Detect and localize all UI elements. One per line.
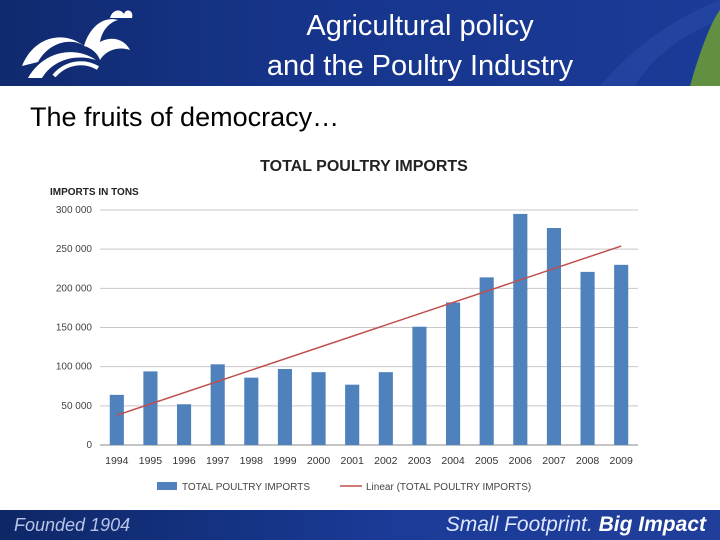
y-tick-label: 150 000 <box>56 323 93 334</box>
x-tick-label: 2008 <box>576 455 600 467</box>
legend-label-trendline: Linear (TOTAL POULTRY IMPORTS) <box>366 482 531 493</box>
y-axis-label: IMPORTS IN TONS <box>50 187 139 198</box>
bar-1997 <box>210 364 225 445</box>
legend-label-bars: TOTAL POULTRY IMPORTS <box>182 482 310 493</box>
x-tick-label: 2003 <box>408 455 432 467</box>
bar-1999 <box>277 369 292 445</box>
legend-swatch-bars <box>157 482 177 490</box>
slide-footer: Founded 1904 Small Footprint. Big Impact <box>0 510 720 540</box>
x-tick-label: 2004 <box>441 455 465 467</box>
x-tick-label: 2007 <box>542 455 566 467</box>
chart-title: TOTAL POULTRY IMPORTS <box>260 158 468 175</box>
x-tick-label: 2005 <box>475 455 499 467</box>
poultry-imports-chart: TOTAL POULTRY IMPORTS IMPORTS IN TONS 0 50 … <box>50 158 638 493</box>
bar-2007 <box>546 228 561 445</box>
footer-tagline-normal: Small Footprint. <box>445 513 593 536</box>
y-tick-label: 0 <box>86 440 92 451</box>
x-tick-label: 2000 <box>307 455 331 467</box>
title-line-2: and the Poultry Industry <box>266 50 574 82</box>
y-tick-label: 250 000 <box>56 244 93 255</box>
bar-2009 <box>614 264 629 445</box>
x-tick-label: 1997 <box>206 455 230 467</box>
bar-2004 <box>446 302 461 445</box>
x-tick-label: 2006 <box>509 455 533 467</box>
bar-1995 <box>143 371 158 445</box>
y-tick-label: 200 000 <box>56 283 93 294</box>
bar-2002 <box>378 372 393 445</box>
footer-tagline: Small Footprint. Big Impact <box>446 513 706 537</box>
rooster-logo-icon <box>22 10 133 78</box>
bar-1994 <box>109 394 124 445</box>
y-tick-label: 100 000 <box>56 362 93 373</box>
x-tick-label: 1999 <box>273 455 297 467</box>
title-line-1: Agricultural policy <box>306 10 534 42</box>
bar-2001 <box>345 384 360 445</box>
bar-2000 <box>311 372 326 445</box>
bar-2006 <box>513 213 528 445</box>
bar-2003 <box>412 326 427 445</box>
bar-2008 <box>580 271 595 445</box>
bar-1998 <box>244 377 259 445</box>
x-tick-label: 2001 <box>341 455 365 467</box>
slide-subtitle: The fruits of democracy… <box>30 102 340 132</box>
footer-founded-text: Founded 1904 <box>14 515 131 535</box>
x-tick-label: 1998 <box>240 455 264 467</box>
x-tick-label: 1994 <box>105 455 129 467</box>
x-tick-label: 1996 <box>172 455 196 467</box>
y-tick-label: 50 000 <box>61 401 92 412</box>
y-tick-label: 300 000 <box>56 205 93 216</box>
slide-header: Agricultural policy and the Poultry Indu… <box>0 0 720 86</box>
bar-1996 <box>177 404 192 445</box>
slide-title: Agricultural policy and the Poultry Indu… <box>190 6 650 86</box>
x-tick-label: 2009 <box>610 455 634 467</box>
decorative-swirl-icon <box>600 0 720 86</box>
trendline <box>116 245 622 416</box>
footer-tagline-bold: Big Impact <box>598 513 706 536</box>
bar-2005 <box>479 277 494 445</box>
x-tick-label: 2002 <box>374 455 398 467</box>
x-tick-label: 1995 <box>139 455 163 467</box>
